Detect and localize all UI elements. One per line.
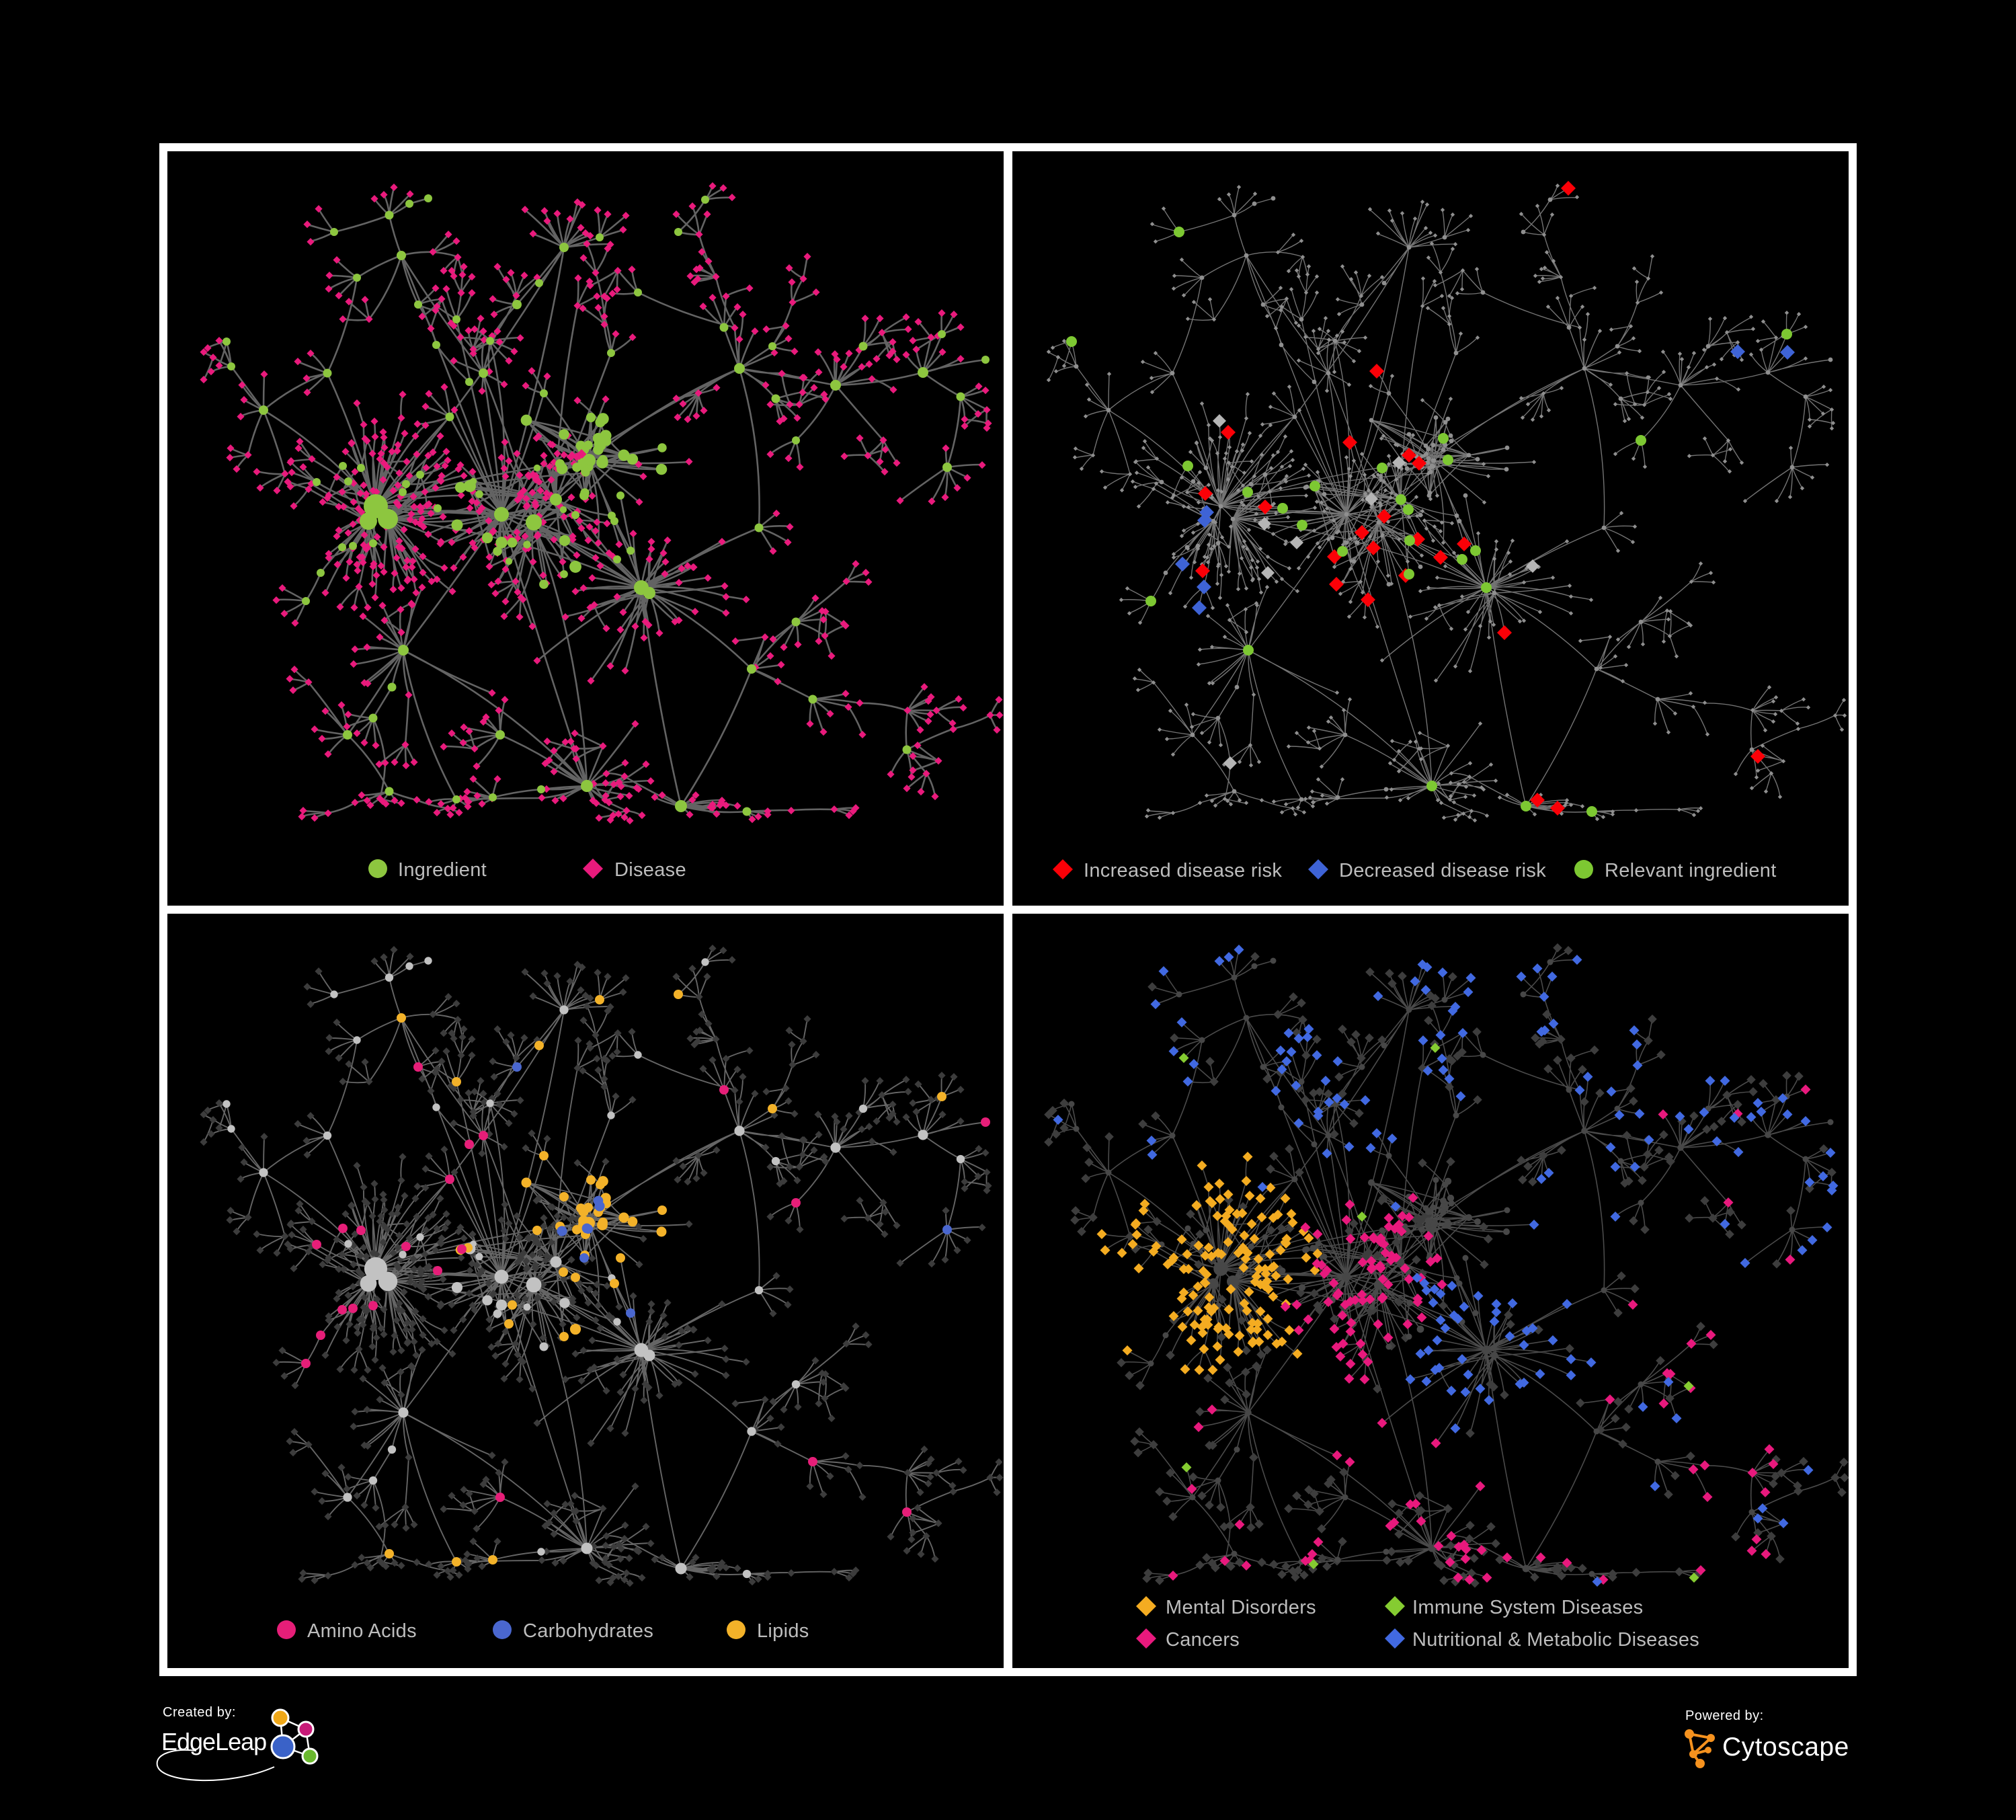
- svg-text:Ingredient: Ingredient: [398, 859, 487, 881]
- svg-text:Amino Acids: Amino Acids: [307, 1620, 417, 1642]
- svg-text:Lipids: Lipids: [757, 1620, 809, 1642]
- svg-text:Mental Disorders: Mental Disorders: [1166, 1597, 1316, 1618]
- svg-text:Relevant ingredient: Relevant ingredient: [1605, 860, 1777, 881]
- svg-text:Carbohydrates: Carbohydrates: [523, 1620, 653, 1642]
- svg-text:Disease: Disease: [614, 859, 686, 881]
- svg-text:Nutritional & Metabolic Diseas: Nutritional & Metabolic Diseases: [1412, 1629, 1699, 1651]
- svg-text:Increased disease risk: Increased disease risk: [1084, 860, 1282, 881]
- svg-text:Decreased disease risk: Decreased disease risk: [1339, 860, 1546, 881]
- svg-text:Immune System Diseases: Immune System Diseases: [1412, 1597, 1643, 1618]
- svg-text:Cancers: Cancers: [1166, 1629, 1240, 1651]
